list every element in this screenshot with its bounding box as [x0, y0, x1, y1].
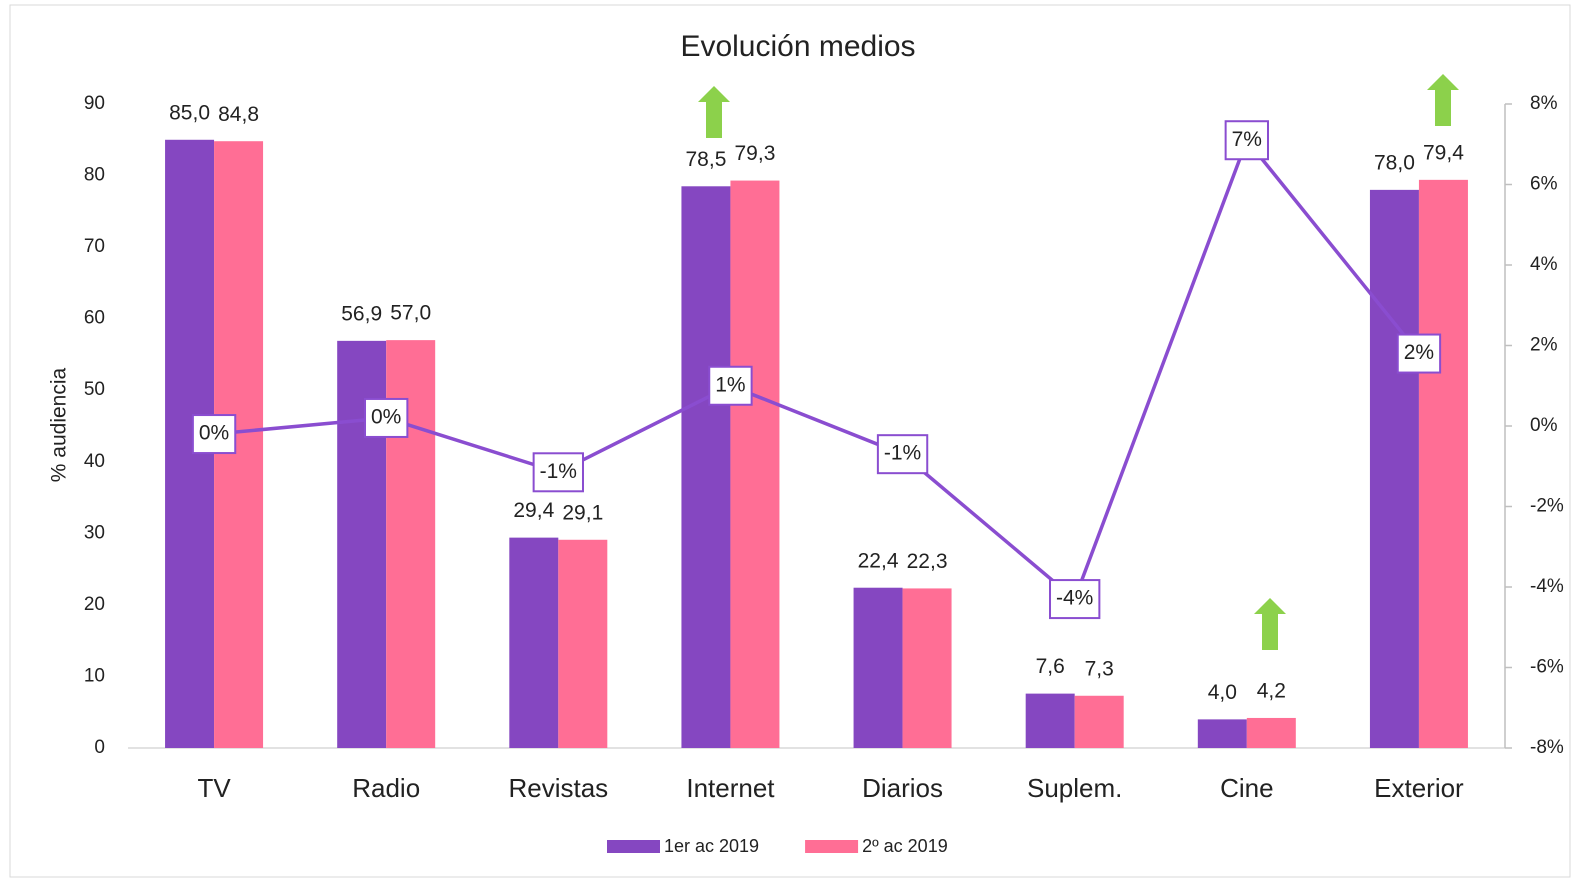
y2-tick-label: 4% — [1530, 254, 1558, 275]
y2-tick-label: 6% — [1530, 174, 1558, 195]
value-label: -4% — [1056, 587, 1093, 610]
value-label: 78,5 — [686, 148, 727, 171]
y-tick-label: 30 — [84, 522, 105, 543]
value-label: 57,0 — [390, 302, 431, 325]
line-label: -4% — [1049, 579, 1101, 620]
bar — [509, 537, 559, 748]
arrows — [698, 74, 1459, 650]
value-label: 85,0 — [169, 101, 210, 124]
bar — [1025, 693, 1075, 748]
y-tick-label: 40 — [84, 451, 105, 472]
value-label: 0% — [371, 405, 401, 428]
up-arrow — [1427, 74, 1459, 126]
value-label: 78,0 — [1374, 151, 1415, 174]
y-axis-label: % audiencia — [48, 367, 71, 482]
y-tick-label: 80 — [84, 165, 105, 186]
y-tick-label: 0 — [94, 737, 105, 758]
y-tick-label: 60 — [84, 308, 105, 329]
bar — [853, 587, 903, 748]
line-label: 1% — [708, 365, 753, 406]
line-label: 0% — [191, 414, 237, 455]
chart-frame — [9, 4, 1571, 878]
value-label: 29,1 — [562, 501, 603, 524]
y2-tick-label: 8% — [1530, 93, 1558, 114]
value-label: 79,3 — [735, 142, 776, 165]
x-tick-label: Internet — [686, 773, 775, 803]
line-label: 0% — [364, 397, 409, 438]
value-label: 0% — [199, 422, 229, 445]
value-label: 7,3 — [1085, 657, 1114, 680]
label-box — [876, 434, 929, 475]
legend-label: 1er ac 2019 — [664, 836, 759, 856]
value-label: -1% — [540, 460, 577, 483]
y-tick-label: 90 — [84, 93, 105, 114]
label-box — [708, 365, 753, 406]
y-tick-label: 50 — [84, 379, 105, 400]
x-tick-label: Revistas — [508, 773, 608, 803]
value-label: 56,9 — [341, 302, 382, 325]
value-label: -1% — [884, 442, 921, 465]
legend-label: 2º ac 2019 — [862, 836, 948, 856]
line — [213, 136, 1421, 603]
label-box — [191, 414, 237, 455]
value-label: 4,2 — [1257, 679, 1286, 702]
x-tick-label: Radio — [352, 773, 420, 803]
value-label: 79,4 — [1423, 141, 1464, 164]
y-tick-label: 20 — [84, 594, 105, 615]
x-tick-label: Diarios — [862, 773, 943, 803]
line-label: 7% — [1224, 120, 1269, 161]
line-label: 2% — [1396, 333, 1442, 374]
value-label: 7% — [1232, 128, 1262, 151]
bar — [1074, 695, 1124, 748]
legend-swatch — [805, 840, 859, 853]
value-label: 2% — [1404, 341, 1434, 364]
label-box — [364, 397, 409, 438]
bar — [681, 186, 731, 749]
chart-title: Evolución medios — [680, 30, 915, 63]
up-arrow — [698, 86, 730, 138]
bar — [558, 539, 608, 748]
bar — [730, 180, 780, 748]
label-box — [1224, 120, 1269, 161]
line-label: -1% — [876, 434, 929, 475]
y2-tick-label: -6% — [1530, 657, 1564, 678]
y-tick-label: 10 — [84, 665, 105, 686]
bar — [1418, 179, 1468, 749]
value-label: 7,6 — [1036, 655, 1065, 678]
y-tick-label: 70 — [84, 236, 105, 257]
bar — [1369, 189, 1419, 748]
legend-swatch — [607, 840, 660, 853]
y2-tick-label: -2% — [1530, 496, 1564, 517]
bar — [1197, 719, 1247, 748]
x-tick-label: TV — [197, 773, 231, 803]
bar — [1246, 717, 1296, 748]
x-tick-label: Suplem. — [1027, 773, 1122, 803]
x-tick-label: Exterior — [1374, 773, 1464, 803]
value-label: 1% — [715, 373, 745, 396]
line-label: -1% — [532, 452, 584, 493]
label-box — [1049, 579, 1101, 620]
value-label: 22,3 — [907, 550, 948, 573]
label-box — [1396, 333, 1442, 374]
value-label: 84,8 — [218, 103, 259, 126]
y2-tick-label: -8% — [1530, 737, 1564, 758]
x-tick-label: Cine — [1220, 773, 1273, 803]
value-label: 4,0 — [1208, 681, 1237, 704]
up-arrow — [1254, 598, 1286, 650]
label-box — [532, 452, 584, 493]
y2-tick-label: 2% — [1530, 335, 1558, 356]
bar — [902, 588, 952, 748]
y2-tick-label: -4% — [1530, 576, 1564, 597]
value-label: 29,4 — [513, 499, 554, 522]
value-label: 22,4 — [858, 549, 899, 572]
y2-tick-label: 0% — [1530, 415, 1558, 436]
